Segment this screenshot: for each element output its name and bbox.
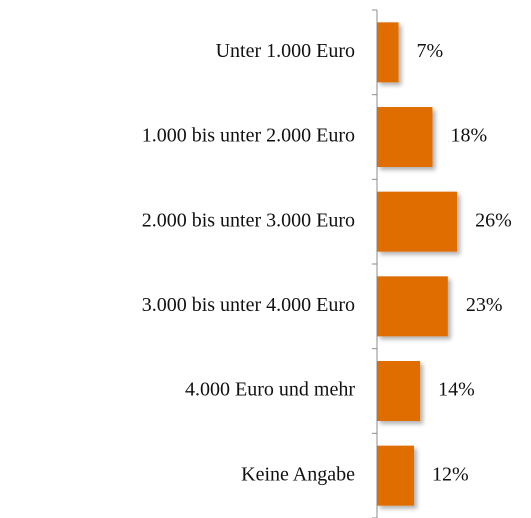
category-label: Unter 1.000 Euro [216, 40, 355, 62]
value-label: 18% [450, 125, 487, 147]
value-label: 7% [417, 40, 444, 62]
value-label: 26% [475, 209, 512, 231]
category-label: 3.000 bis unter 4.000 Euro [142, 294, 355, 316]
bar [377, 107, 433, 167]
value-label: 12% [432, 463, 469, 485]
value-label: 14% [438, 379, 475, 401]
plot: 7% Unter 1.000 Euro 18% 1.000 bis unter 2.0… [142, 22, 512, 506]
value-label: 23% [466, 294, 503, 316]
bar [377, 276, 448, 337]
axis [372, 9, 378, 518]
bar [377, 191, 458, 252]
bar [377, 361, 421, 421]
category-label: 1.000 bis unter 2.000 Euro [142, 125, 355, 147]
category-label: 2.000 bis unter 3.000 Euro [142, 209, 355, 231]
bar [377, 445, 414, 506]
category-label: 4.000 Euro und mehr [185, 379, 355, 401]
bar [377, 22, 399, 83]
category-label: Keine Angabe [241, 463, 355, 485]
